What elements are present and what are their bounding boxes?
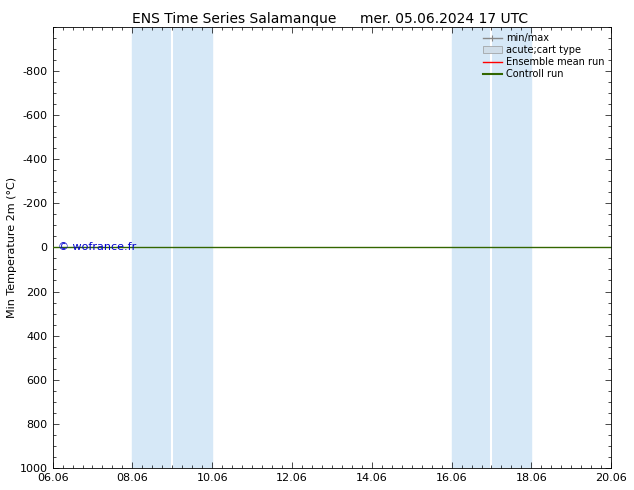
Text: © wofrance.fr: © wofrance.fr [58, 243, 136, 252]
Text: ENS Time Series Salamanque: ENS Time Series Salamanque [133, 12, 337, 26]
Bar [133, 26, 212, 468]
Y-axis label: Min Temperature 2m (°C): Min Temperature 2m (°C) [7, 177, 17, 318]
Legend: min/max, acute;cart type, Ensemble mean run, Controll run: min/max, acute;cart type, Ensemble mean … [479, 29, 608, 83]
Bar [451, 26, 531, 468]
Text: mer. 05.06.2024 17 UTC: mer. 05.06.2024 17 UTC [359, 12, 528, 26]
